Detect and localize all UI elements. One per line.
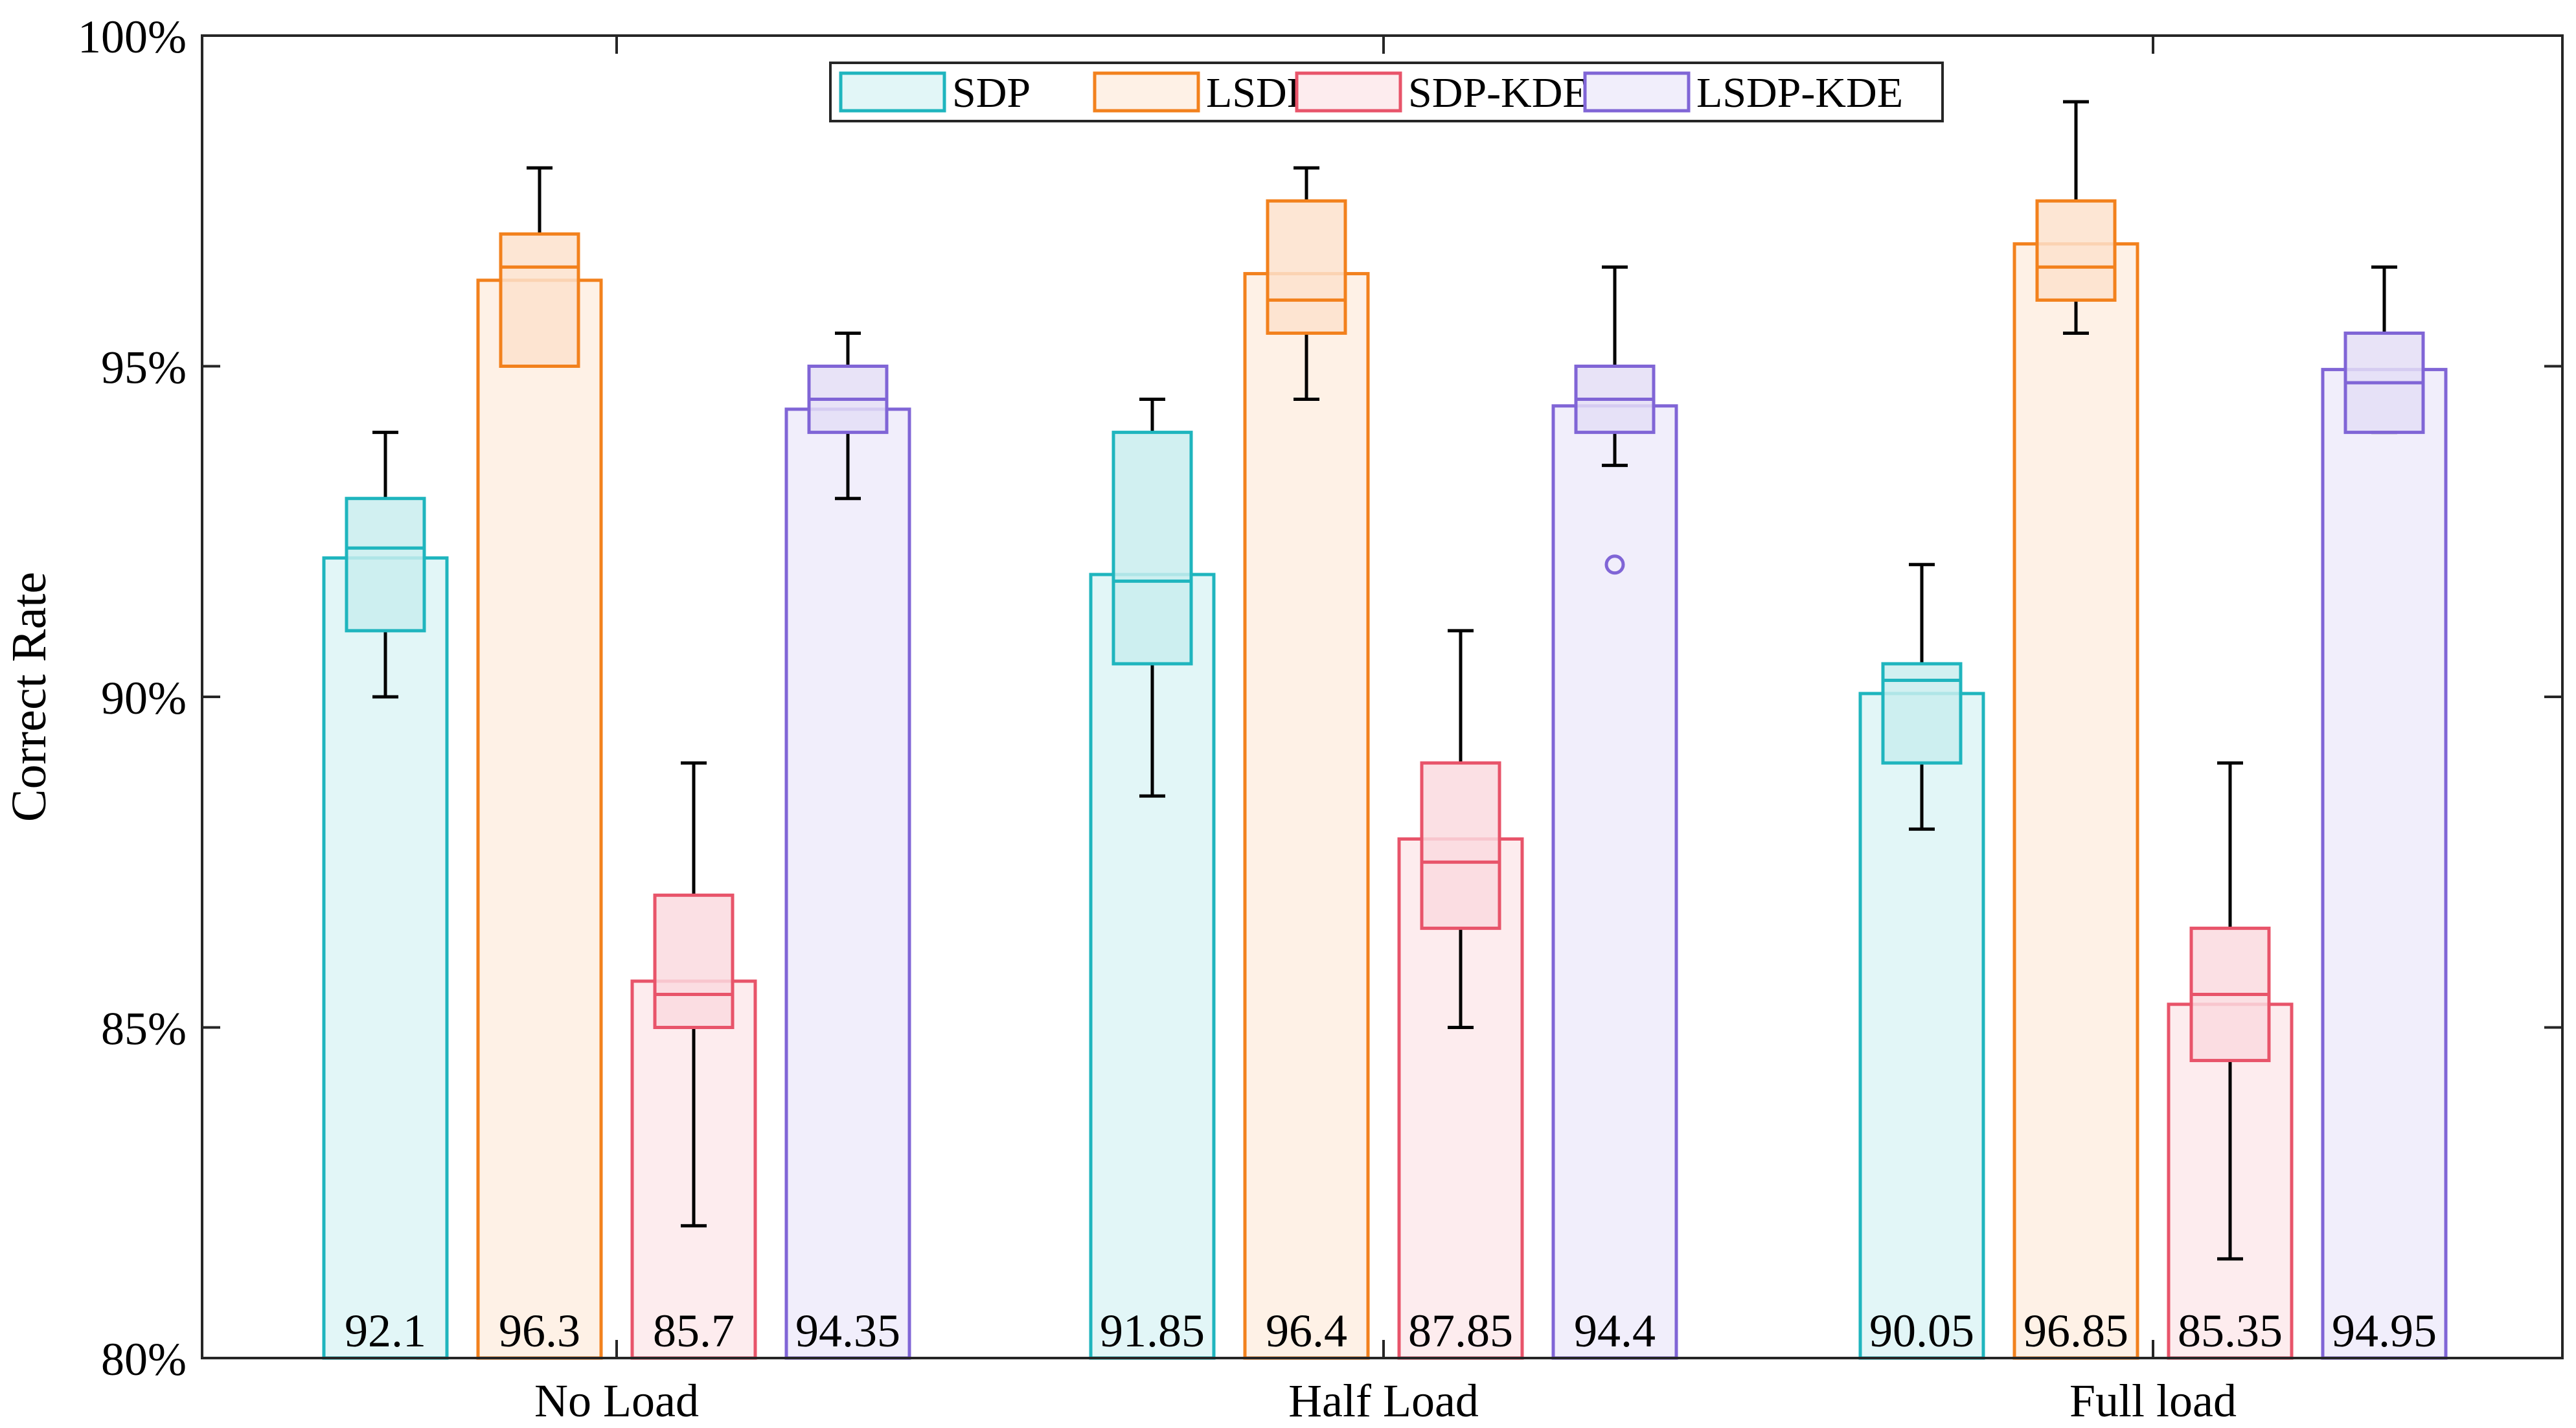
box-SDP-Full load — [1881, 662, 1963, 765]
box-SDP-KDE-Half Load — [1420, 761, 1501, 930]
bar-value-label: 85.35 — [2178, 1305, 2283, 1357]
x-tick-label: No Load — [534, 1375, 699, 1427]
legend-swatch-LSDP-KDE — [1583, 71, 1691, 113]
bars-layer — [322, 242, 2448, 1360]
y-tick-label: 85% — [101, 1003, 187, 1055]
x-tick-label: Half Load — [1288, 1375, 1479, 1427]
bar-value-label: 90.05 — [1869, 1305, 1974, 1357]
y-tick-label: 95% — [101, 342, 187, 394]
bar-LSDP-KDE-No Load — [784, 407, 911, 1360]
box-LSDP-Half Load — [1266, 199, 1347, 335]
legend-label-SDP: SDP — [952, 69, 1031, 117]
y-tick-label: 80% — [101, 1333, 187, 1385]
y-tick-label: 100% — [78, 11, 187, 63]
box-SDP-No Load — [345, 497, 426, 633]
legend-label-SDP-KDE: SDP-KDE — [1408, 69, 1589, 117]
bar-value-label: 96.4 — [1266, 1305, 1347, 1357]
bar-value-label: 96.85 — [2023, 1305, 2128, 1357]
legend-swatch-LSDP — [1093, 71, 1200, 113]
bar-value-label: 94.4 — [1574, 1305, 1656, 1357]
x-tick-label: Full load — [2069, 1375, 2237, 1427]
boxes-layer — [345, 100, 2425, 1261]
bar-value-label: 91.85 — [1100, 1305, 1205, 1357]
bar-LSDP-No Load — [476, 278, 603, 1360]
y-axis-label: Correct Rate — [2, 572, 56, 822]
axes-layer: 80% 85% 90% 95% 100% No Load Half Load Full loa… — [78, 11, 2562, 1427]
value-labels-layer: 92.1 91.85 90.05 96.3 96.4 96.85 85.7 87.85 85.3… — [345, 1305, 2437, 1357]
bar-value-label: 87.85 — [1408, 1305, 1513, 1357]
box-LSDP-Full load — [2035, 199, 2117, 302]
bar-value-label: 85.7 — [653, 1305, 735, 1357]
legend: SDP LSDP SDP-KDE LSDP-KDE — [829, 62, 1944, 122]
bar-LSDP-Half Load — [1243, 272, 1370, 1360]
box-LSDP-No Load — [499, 232, 580, 368]
bar-value-label: 92.1 — [345, 1305, 426, 1357]
legend-label-LSDP-KDE: LSDP-KDE — [1696, 69, 1903, 117]
box-SDP-KDE-No Load — [653, 893, 735, 1030]
bar-LSDP-KDE-Full load — [2321, 368, 2448, 1360]
legend-swatch-SDP-KDE — [1295, 71, 1402, 113]
bar-value-label: 94.95 — [2332, 1305, 2437, 1357]
bar-LSDP-Full load — [2012, 242, 2139, 1360]
y-tick-label: 90% — [101, 672, 187, 724]
legend-label-LSDP: LSDP — [1206, 69, 1310, 117]
bar-value-label: 96.3 — [499, 1305, 580, 1357]
outlier-point — [1604, 554, 1625, 575]
legend-swatch-SDP — [839, 71, 946, 113]
box-SDP-Half Load — [1111, 431, 1193, 666]
bar-value-label: 94.35 — [795, 1305, 900, 1357]
bar-LSDP-KDE-Half Load — [1551, 404, 1678, 1360]
